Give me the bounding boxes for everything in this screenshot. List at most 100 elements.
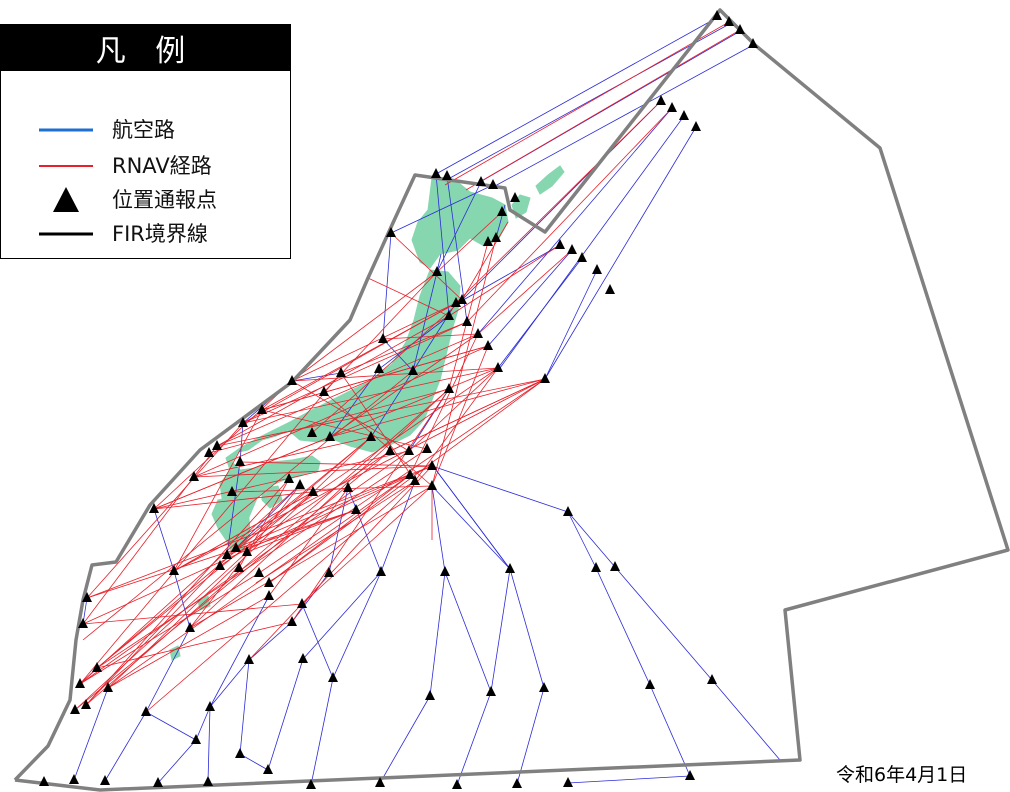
rnav-segment — [248, 465, 433, 661]
reporting-point-icon — [231, 542, 241, 552]
rnav-segment — [448, 241, 489, 390]
rnav-segment — [173, 409, 263, 572]
airway-segment — [239, 422, 244, 463]
rnav-segment — [189, 485, 433, 629]
reporting-point-icon — [328, 672, 338, 682]
airway-segment — [509, 568, 545, 689]
rnav-segment — [74, 450, 391, 711]
reporting-point-icon — [263, 764, 273, 774]
rnav-segment — [444, 21, 730, 186]
reporting-point-icon — [257, 404, 267, 414]
reporting-point-icon — [103, 682, 113, 692]
airway-segment — [567, 511, 597, 569]
reporting-point-icon — [488, 179, 498, 189]
airway-segment — [173, 570, 191, 629]
reporting-point-icon — [451, 297, 461, 307]
airway-segment — [382, 232, 392, 340]
rnav-segment — [466, 107, 673, 323]
rnav-segment — [208, 388, 450, 454]
reporting-point-icon — [483, 236, 493, 246]
airway-segment — [435, 173, 450, 317]
landmass-2 — [535, 165, 565, 195]
reporting-point-icon — [563, 506, 573, 516]
rnav-segment — [79, 484, 301, 685]
reporting-point-icon — [189, 471, 199, 481]
reporting-point-icon — [425, 690, 435, 700]
rnav-segment — [239, 461, 433, 467]
airway-segment — [347, 487, 382, 573]
airway-segment — [457, 244, 561, 304]
legend-item-rnav: RNAV経路 — [1, 151, 290, 181]
airway-segment — [145, 711, 197, 741]
airway-segment — [153, 508, 175, 572]
rnav-segment — [226, 509, 357, 556]
airway-segment — [649, 684, 691, 777]
airway-segment — [436, 181, 482, 273]
rnav-segment — [82, 370, 414, 641]
rnav-segment — [79, 372, 342, 685]
reporting-point-icon — [610, 561, 620, 571]
reporting-point-icon — [235, 456, 245, 466]
reporting-point-icon — [748, 38, 758, 48]
rnav-segment — [107, 595, 270, 689]
rnav-segment — [431, 345, 489, 487]
rnav-segment — [291, 271, 438, 382]
reporting-point-icon — [577, 252, 587, 262]
rnav-segment — [461, 221, 509, 301]
reporting-point-icon — [376, 566, 386, 576]
reporting-point-icon — [69, 774, 79, 784]
reporting-point-icon — [491, 232, 501, 242]
reporting-point-icon — [264, 590, 274, 600]
rnav-segment — [216, 315, 450, 447]
reporting-point-icon — [375, 777, 385, 787]
airway-segment — [435, 15, 721, 175]
fir-line-icon — [39, 232, 93, 236]
airway-segment — [429, 571, 446, 697]
legend: 凡 例 航空路 RNAV経路 位置通報点 FIR境界線 — [0, 24, 291, 259]
reporting-point-icon — [505, 563, 515, 573]
rnav-segment — [85, 547, 237, 706]
rnav-segment — [291, 367, 499, 382]
reporting-point-icon — [264, 577, 274, 587]
reporting-point-icon — [457, 294, 467, 304]
reporting-point-icon — [656, 95, 666, 105]
airway-segment — [310, 677, 334, 786]
reporting-point-icon — [512, 778, 522, 788]
airway-segment — [267, 658, 304, 771]
rnav-segment — [340, 372, 416, 482]
reporting-point-icon — [244, 654, 254, 664]
airway-segment — [490, 568, 511, 693]
legend-item-airway: 航空路 — [1, 115, 290, 145]
reporting-point-icon — [306, 779, 316, 789]
reporting-point-icon — [205, 701, 215, 711]
rnav-segment — [82, 445, 218, 625]
rnav-segment — [389, 378, 546, 452]
airway-segment — [291, 372, 342, 382]
reporting-point-icon — [319, 386, 329, 396]
reporting-point-icon — [238, 417, 248, 427]
airway-segment — [248, 621, 293, 661]
rnav-segment — [242, 367, 499, 424]
airway-segment — [239, 659, 250, 755]
airway-segment — [239, 753, 269, 771]
reporting-points — [39, 10, 758, 789]
reporting-point-icon — [81, 699, 91, 709]
reporting-point-icon — [592, 264, 602, 274]
reporting-point-icon — [444, 310, 454, 320]
reporting-point-icon — [712, 10, 722, 20]
rnav-line-icon — [39, 165, 93, 167]
rnav-segment — [216, 333, 479, 447]
reporting-point-icon — [442, 170, 452, 180]
route-network — [73, 15, 781, 786]
rnav-segment — [231, 485, 433, 493]
reporting-point-icon — [336, 367, 346, 377]
rnav-segment — [219, 450, 391, 567]
triangle-icon — [53, 187, 79, 212]
airway-segment — [431, 485, 446, 573]
reporting-point-icon — [75, 678, 85, 688]
rnav-segment — [301, 485, 433, 605]
airway-segment — [195, 706, 211, 741]
reporting-point-icon — [691, 121, 701, 131]
reporting-point-icon — [287, 616, 297, 626]
rnav-segment — [261, 409, 428, 450]
